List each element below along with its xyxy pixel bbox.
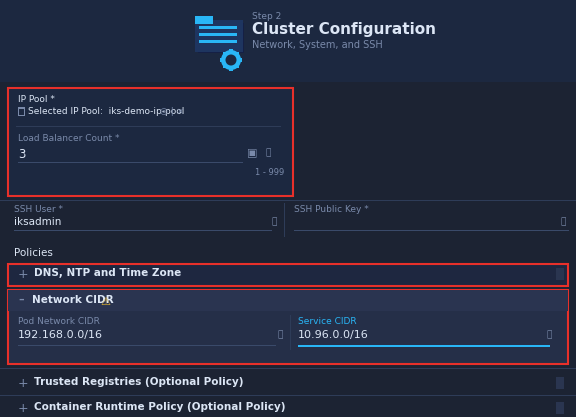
Bar: [198, 23, 244, 53]
Text: SSH User *: SSH User *: [14, 205, 63, 214]
Bar: [0, 372, 576, 394]
Text: Service CIDR: Service CIDR: [298, 317, 357, 326]
Bar: [14, 230, 272, 231]
Text: +: +: [18, 402, 29, 415]
Bar: [236, 64, 240, 68]
Bar: [18, 162, 243, 163]
Bar: [229, 67, 233, 71]
Text: SSH Public Key *: SSH Public Key *: [294, 205, 369, 214]
Circle shape: [221, 50, 241, 70]
Text: ⓘ: ⓘ: [272, 217, 278, 226]
Bar: [556, 402, 564, 414]
Bar: [0, 200, 576, 201]
Text: Step 2: Step 2: [252, 12, 281, 21]
Bar: [294, 230, 569, 231]
Text: Selected IP Pool:  iks-demo-ip-pool: Selected IP Pool: iks-demo-ip-pool: [28, 107, 184, 116]
Text: ⓘ: ⓘ: [560, 217, 566, 226]
Text: IP Pool *: IP Pool *: [18, 95, 55, 104]
Text: 10.96.0.0/16: 10.96.0.0/16: [298, 330, 369, 340]
Text: 3: 3: [18, 148, 25, 161]
Bar: [8, 88, 293, 196]
Bar: [8, 290, 568, 364]
Text: Policies: Policies: [14, 248, 53, 258]
Text: Cluster Configuration: Cluster Configuration: [252, 22, 436, 37]
Text: iksadmin: iksadmin: [14, 217, 62, 227]
Bar: [8, 311, 568, 364]
Text: 192.168.0.0/16: 192.168.0.0/16: [18, 330, 103, 340]
Bar: [220, 58, 224, 62]
Circle shape: [225, 55, 237, 65]
Text: DNS, NTP and Time Zone: DNS, NTP and Time Zone: [34, 268, 181, 278]
Text: +: +: [18, 377, 29, 390]
Text: –: –: [18, 295, 24, 305]
Bar: [556, 268, 564, 280]
Bar: [236, 52, 240, 55]
Bar: [0, 0, 576, 82]
Bar: [16, 126, 281, 127]
Text: 1 - 999: 1 - 999: [255, 168, 284, 177]
Text: ⓘ: ⓘ: [547, 330, 552, 339]
Bar: [195, 20, 243, 52]
Bar: [18, 345, 276, 346]
Bar: [18, 107, 25, 116]
Text: ⓘ: ⓘ: [278, 330, 283, 339]
Text: ▣: ▣: [247, 148, 257, 158]
Bar: [199, 26, 237, 28]
Bar: [0, 201, 576, 239]
Bar: [298, 345, 550, 347]
Text: ⓘ: ⓘ: [266, 148, 271, 157]
Bar: [223, 52, 226, 55]
Text: Pod Network CIDR: Pod Network CIDR: [18, 317, 100, 326]
Text: ◎ | ×: ◎ | ×: [160, 107, 184, 116]
Bar: [0, 398, 576, 417]
Bar: [199, 33, 237, 35]
Bar: [284, 203, 285, 237]
Bar: [556, 377, 564, 389]
Text: ⚠: ⚠: [100, 297, 110, 307]
Bar: [199, 40, 237, 43]
Text: Trusted Registries (Optional Policy): Trusted Registries (Optional Policy): [34, 377, 244, 387]
Bar: [238, 58, 242, 62]
Bar: [290, 315, 291, 350]
Bar: [0, 395, 576, 396]
Text: Network, System, and SSH: Network, System, and SSH: [252, 40, 382, 50]
Text: Container Runtime Policy (Optional Policy): Container Runtime Policy (Optional Polic…: [34, 402, 286, 412]
Bar: [223, 64, 226, 68]
Bar: [8, 290, 568, 311]
Bar: [8, 264, 568, 286]
Text: Load Balancer Count *: Load Balancer Count *: [18, 134, 119, 143]
Text: Network CIDR: Network CIDR: [32, 295, 113, 305]
Bar: [195, 16, 213, 24]
Bar: [19, 113, 24, 115]
Bar: [19, 109, 24, 111]
Bar: [229, 49, 233, 53]
Bar: [0, 368, 576, 369]
Text: +: +: [18, 268, 29, 281]
Bar: [19, 111, 24, 113]
